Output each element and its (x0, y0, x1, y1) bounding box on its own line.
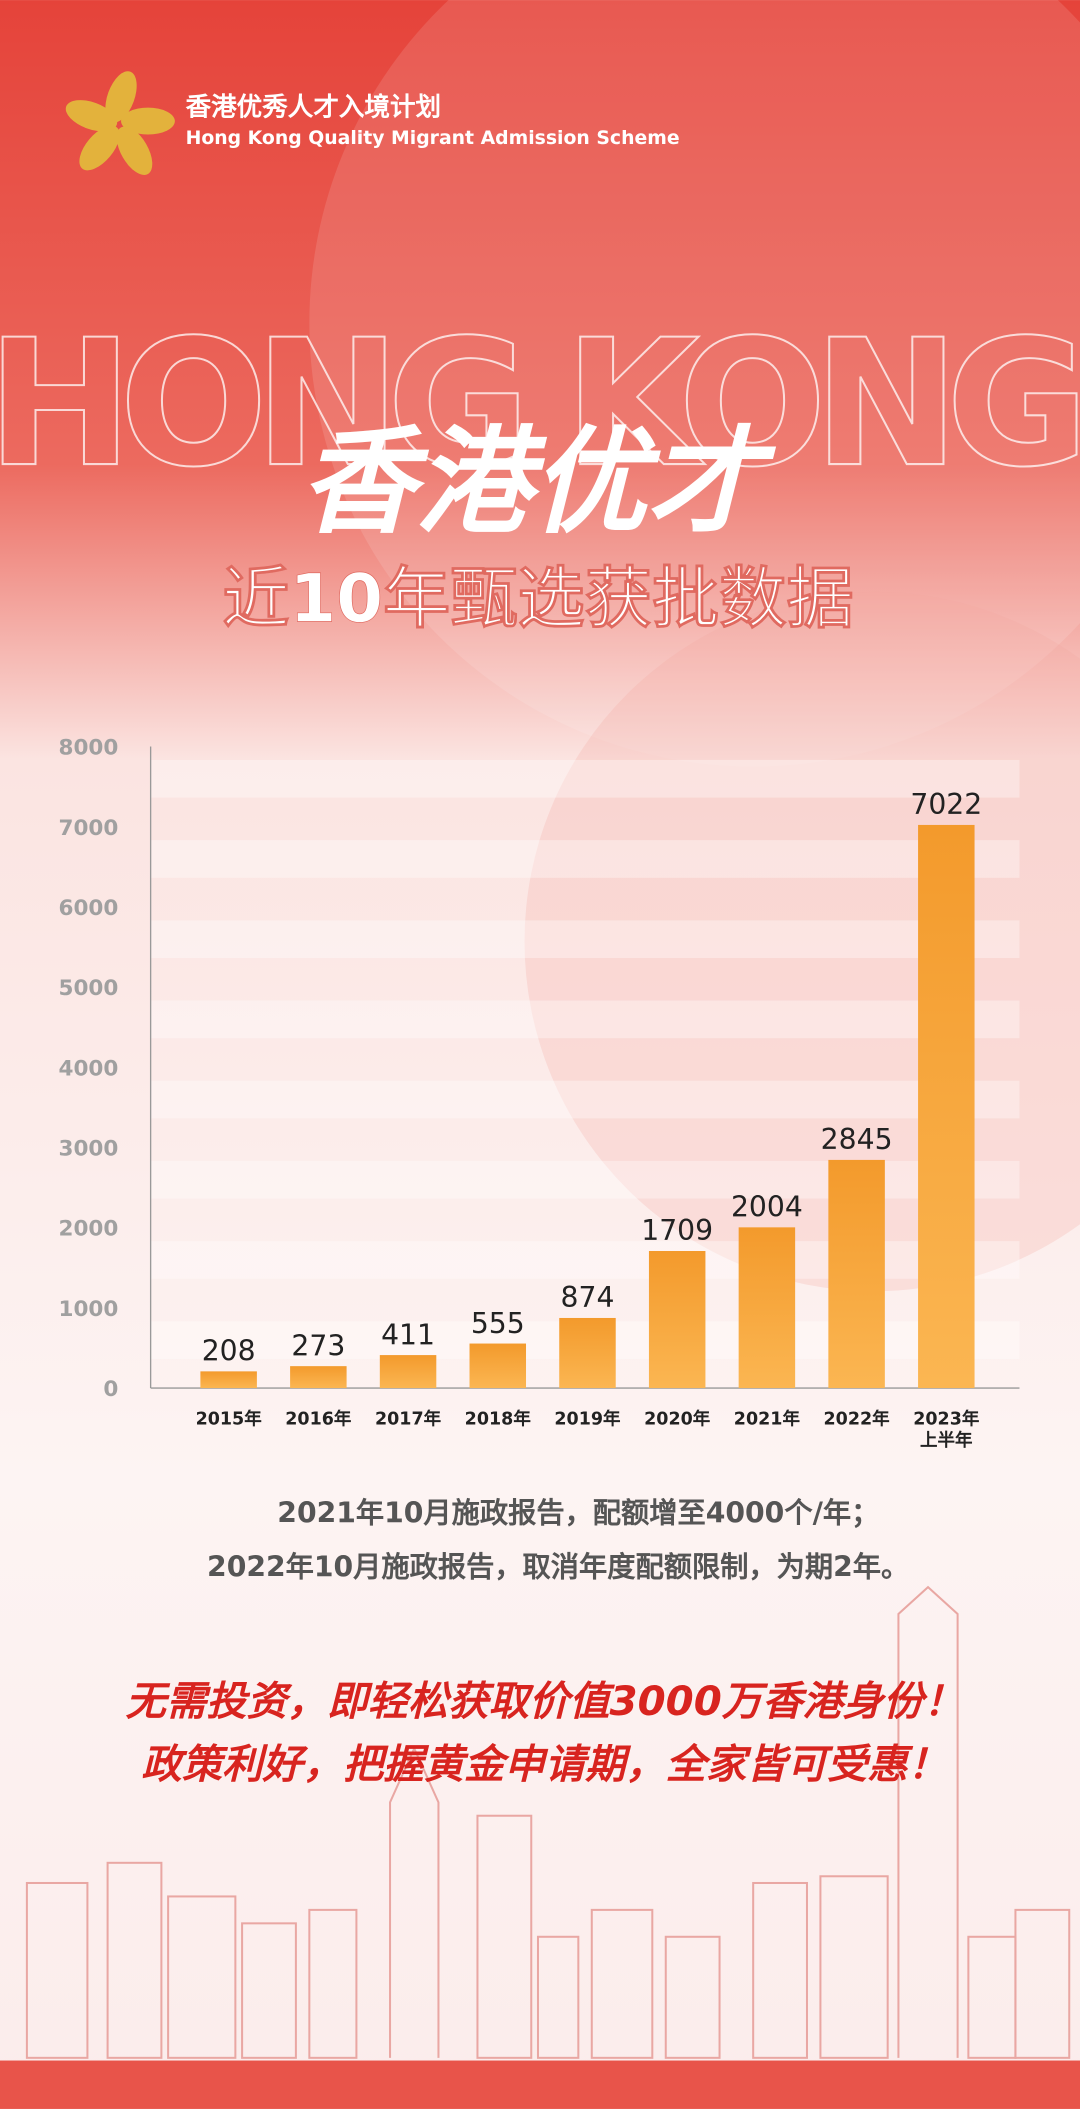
skyline (25, 1585, 1071, 2059)
logo (65, 71, 175, 175)
bar (918, 824, 975, 1389)
x-tick-label-box: 2020年 (644, 1409, 711, 1430)
y-tick-label: 4000 (59, 1056, 119, 1081)
value-label: 874 (561, 1281, 615, 1314)
value-label: 555 (471, 1307, 525, 1340)
x-tick-label-box: 2019年 (554, 1409, 621, 1430)
x-tick-label-box: 2016年 (285, 1409, 352, 1430)
bar (648, 1250, 706, 1389)
x-tick-label: 2019年 (554, 1409, 621, 1430)
stripe (150, 1160, 1020, 1199)
x-tick-label: 2020年 (644, 1409, 711, 1430)
bar (559, 1317, 616, 1389)
title: 香港优才 (300, 416, 777, 550)
value-label: 2845 (821, 1123, 893, 1156)
value-label: 2004 (731, 1191, 803, 1224)
y-tick-label: 7000 (59, 816, 119, 841)
bar (469, 1343, 527, 1389)
x-tick-label: 2015年 (195, 1409, 262, 1430)
bar (290, 1366, 347, 1389)
footer-band (0, 2060, 1080, 2109)
value-label: 273 (291, 1329, 345, 1362)
note: 2021年10月施政报告，配额增至4000个/年； (277, 1497, 879, 1530)
x-tick-label: 2022年 (823, 1409, 890, 1430)
x-tick-label: 2017年 (374, 1409, 442, 1430)
x-tick-label: 2018年 (464, 1409, 531, 1430)
x-tick-label-box: 2017年 (374, 1409, 442, 1430)
slogan: 政策利好，把握黄金申请期，全家皆可受惠！ (141, 1741, 948, 1788)
slogan: 无需投资，即轻松获取价值3000万香港身份！ (126, 1678, 964, 1725)
bar (200, 1371, 257, 1389)
value-label: 1709 (641, 1214, 713, 1247)
y-tick-label: 8000 (59, 736, 119, 761)
value-label: 7022 (910, 788, 982, 821)
decor-circle (309, 0, 1080, 767)
x-tick-label: 2016年 (285, 1409, 352, 1430)
y-tick-label: 0 (103, 1377, 118, 1402)
logo-en: Hong Kong Quality Migrant Admission Sche… (186, 128, 680, 149)
stripe (150, 920, 1020, 958)
bar (738, 1227, 796, 1389)
x-tick-label-box: 2023年 上半年 (913, 1409, 980, 1452)
y-tick-label: 3000 (59, 1137, 119, 1162)
bar (379, 1355, 437, 1389)
x-tick-label-box: 2015年 (195, 1409, 262, 1430)
x-tick-label: 2023年 上半年 (913, 1409, 980, 1452)
stripe (150, 840, 1020, 878)
stripe (150, 1241, 1020, 1279)
y-tick-label: 5000 (59, 976, 119, 1001)
logo-cn: 香港优秀人才入境计划 (186, 93, 441, 123)
y-tick-label: 6000 (59, 896, 119, 921)
y-tick-label: 1000 (59, 1297, 119, 1322)
watermark: HONG KONG (0, 303, 1080, 506)
subtitle: 近10年甄选获批数据 (222, 559, 853, 637)
x-tick-label: 2021年 (733, 1409, 800, 1430)
note: 2022年10月施政报告，取消年度配额限制，为期2年。 (207, 1550, 909, 1583)
x-tick-label-box: 2021年 (733, 1409, 800, 1430)
x-tick-label-box: 2018年 (464, 1409, 531, 1430)
value-label: 411 (381, 1318, 435, 1351)
stripe (150, 1080, 1020, 1119)
stripe (150, 1000, 1020, 1039)
stripe (150, 759, 1020, 798)
chart: 0 1000 2000 3000 4000 5000 6000 7000 8000 208 2015… (59, 736, 1020, 1452)
y-tick-label: 2000 (59, 1217, 119, 1242)
value-label: 208 (202, 1335, 256, 1368)
bar (828, 1159, 885, 1389)
x-tick-label-box: 2022年 (823, 1409, 890, 1430)
